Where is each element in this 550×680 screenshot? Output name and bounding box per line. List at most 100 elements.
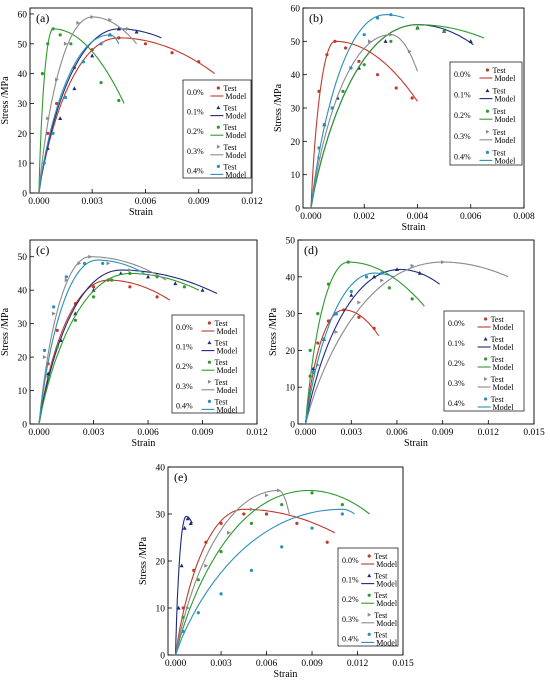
legend-series-label: 0.2% (454, 111, 471, 120)
legend-marker (484, 317, 488, 321)
test-point (58, 338, 63, 342)
y-tick-label: 40 (156, 464, 166, 474)
model-line-0.1pct (38, 28, 162, 193)
model-line-0.3pct (38, 16, 138, 193)
test-point (410, 96, 414, 100)
legend-model-label: Model (494, 95, 516, 104)
test-point (407, 49, 412, 54)
test-point (341, 89, 345, 93)
legend-test-label: Test (374, 611, 388, 620)
test-point (106, 261, 111, 266)
test-point (196, 611, 200, 615)
test-point (99, 80, 103, 85)
model-line-0.4pct (305, 272, 395, 424)
legend-model-label: Model (216, 386, 238, 395)
model-line-0.1pct (305, 268, 440, 424)
legend-test-label: Test (374, 630, 388, 639)
legend-test-label: Test (374, 591, 388, 600)
legend-series-label: 0.3% (448, 379, 465, 388)
legend-marker (484, 377, 488, 381)
x-tick-label: 0.012 (478, 428, 500, 438)
x-tick-label: 0.000 (300, 212, 322, 222)
legend-marker (216, 86, 220, 90)
legend-model-label: Model (225, 151, 247, 160)
x-tick-label: 0.012 (246, 428, 268, 438)
test-point (69, 42, 73, 46)
x-tick-label: 0.015 (392, 659, 414, 669)
legend-series-label: 0.2% (448, 359, 465, 368)
x-tick-label: 0.003 (210, 659, 232, 669)
test-point (64, 278, 69, 283)
test-point (90, 14, 95, 19)
test-point (372, 326, 376, 330)
legend-model-label: Model (216, 327, 238, 336)
legend-test-label: Test (492, 128, 506, 137)
x-axis-label: Strain (132, 438, 156, 449)
test-point (344, 46, 348, 50)
legend-model-label: Model (493, 403, 515, 412)
legend-marker (207, 321, 212, 325)
x-tick-label: 0.009 (301, 659, 323, 669)
legend-model-label: Model (216, 347, 238, 356)
test-point (76, 20, 81, 25)
y-tick-label: 20 (18, 130, 28, 140)
legend-marker (207, 340, 212, 345)
legend-marker (485, 150, 490, 154)
test-point (55, 77, 59, 82)
legend-marker (216, 144, 221, 149)
model-line-0.0pct (310, 40, 418, 208)
test-point (108, 33, 112, 37)
test-point (317, 89, 321, 93)
legend-marker (485, 88, 490, 93)
legend-test-label: Test (223, 84, 237, 93)
model-line-0.0pct (175, 508, 336, 655)
y-tick-label: 30 (156, 511, 166, 521)
y-tick-label: 60 (291, 5, 301, 15)
test-point (77, 261, 82, 266)
legend-series-label: 0.0% (448, 319, 465, 328)
x-tick-label: 0.009 (432, 428, 454, 438)
test-point (72, 86, 77, 91)
legend-marker (483, 337, 488, 341)
test-point (330, 106, 334, 110)
test-point (52, 305, 56, 309)
test-point (179, 563, 184, 568)
test-point (310, 491, 314, 495)
y-axis-label: Stress /MPa (0, 307, 11, 356)
test-point (146, 274, 151, 279)
test-point (134, 29, 139, 34)
model-line-0.4pct (38, 259, 145, 424)
legend-series-label: 0.1% (187, 108, 204, 117)
model-line-0.2pct (310, 24, 485, 208)
model-line-0.2pct (175, 489, 370, 655)
x-tick-label: 0.000 (28, 428, 50, 438)
legend-test-label: Test (492, 107, 506, 116)
test-point (52, 311, 56, 316)
test-point (325, 53, 329, 57)
test-point (196, 578, 200, 582)
legend-series-label: 0.4% (454, 152, 471, 161)
x-tick-label: 0.000 (28, 197, 50, 207)
legend-series-label: 0.3% (187, 147, 204, 156)
y-tick-label: 20 (286, 347, 296, 357)
plot-frame (29, 7, 253, 194)
test-point (91, 295, 96, 299)
legend-model-label: Model (225, 92, 247, 101)
test-point (249, 568, 253, 573)
test-point (387, 286, 391, 290)
y-tick-label: 60 (18, 10, 28, 20)
test-point (51, 131, 55, 135)
legend-series-label: 0.1% (342, 576, 359, 585)
y-tick-label: 20 (291, 138, 301, 148)
test-point (46, 116, 50, 121)
y-tick-label: 50 (286, 237, 296, 247)
panel-label: (d) (304, 243, 318, 257)
test-point (197, 60, 201, 64)
legend-marker (367, 593, 371, 597)
test-point (264, 512, 269, 516)
legend-marker (484, 357, 488, 361)
test-point (389, 32, 394, 37)
test-point (375, 16, 380, 20)
x-tick-label: 0.003 (341, 428, 363, 438)
